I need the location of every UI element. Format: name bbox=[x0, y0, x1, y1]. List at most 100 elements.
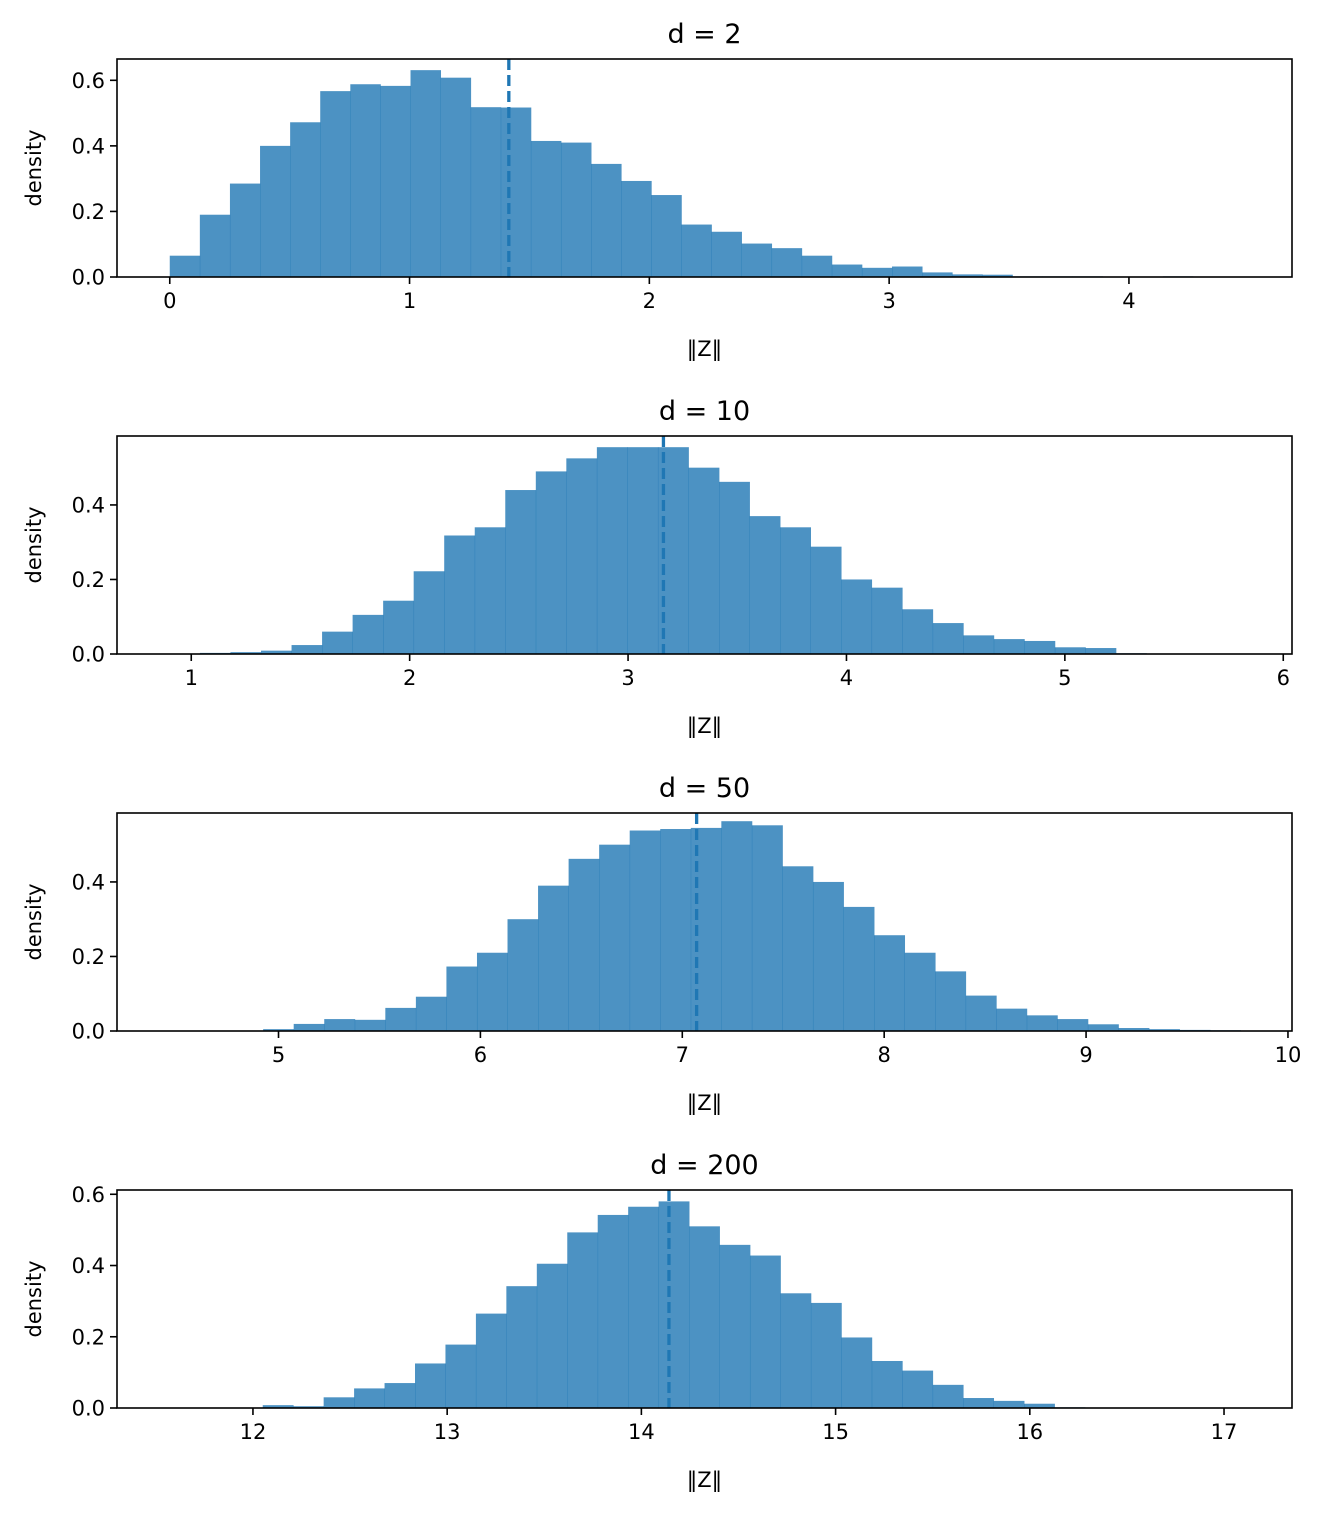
x-tick-label: 0 bbox=[163, 289, 176, 313]
x-tick-label: 8 bbox=[877, 1043, 890, 1067]
y-tick-label: 0.2 bbox=[72, 945, 105, 969]
histogram-bar bbox=[1148, 1029, 1180, 1031]
y-tick-label: 0.0 bbox=[72, 266, 105, 290]
histogram-bar bbox=[810, 1302, 842, 1408]
histogram-bar bbox=[660, 829, 692, 1031]
histogram-bar bbox=[591, 163, 622, 277]
y-tick-label: 0.2 bbox=[72, 1325, 105, 1349]
histogram-bar bbox=[415, 996, 447, 1031]
histogram-bar bbox=[1024, 640, 1056, 654]
axes-frame bbox=[116, 812, 1293, 1032]
histogram-bar bbox=[263, 1029, 295, 1031]
histogram-bar bbox=[658, 1201, 690, 1408]
histogram-bar bbox=[874, 935, 906, 1031]
histogram-bar bbox=[262, 1405, 294, 1408]
x-tick-label: 12 bbox=[240, 1420, 267, 1444]
x-tick-label: 4 bbox=[840, 666, 853, 690]
histogram-bar bbox=[500, 107, 532, 277]
subplot-title: d = 10 bbox=[659, 396, 750, 427]
x-tick-label: 9 bbox=[1079, 1043, 1092, 1067]
y-tick-label: 0.4 bbox=[72, 493, 105, 517]
subplot-title: d = 2 bbox=[667, 19, 741, 50]
histogram-bar bbox=[350, 84, 381, 278]
histogram-bar bbox=[801, 255, 833, 277]
histogram-bar bbox=[538, 885, 570, 1031]
histogram-bar bbox=[932, 623, 964, 654]
subplot-4: 12 13 14 15 16 17 0.0 0.2 0.4 0.6 d = 200 ‖Z‖ densit… bbox=[22, 1150, 1293, 1493]
x-tick-label: 7 bbox=[676, 1043, 689, 1067]
histogram-bar bbox=[507, 919, 539, 1031]
x-tick-label: 13 bbox=[434, 1420, 461, 1444]
y-tick-label: 0.4 bbox=[72, 870, 105, 894]
histogram-bar bbox=[1085, 648, 1117, 654]
y-tick-label: 0.6 bbox=[72, 1183, 105, 1207]
histogram-bar bbox=[290, 122, 321, 278]
x-tick-label: 1 bbox=[403, 289, 416, 313]
histogram-bar bbox=[446, 966, 478, 1031]
histogram-bar bbox=[749, 516, 781, 654]
x-tick-label: 15 bbox=[822, 1420, 849, 1444]
histogram-bar bbox=[628, 1206, 660, 1408]
subplot-1: 0 1 2 3 4 0.0 0.2 0.4 0.6 d = 2 ‖Z‖ density bbox=[22, 19, 1293, 362]
y-axis-label: density bbox=[22, 130, 46, 207]
histogram-bar bbox=[536, 1263, 568, 1408]
histogram-bar bbox=[415, 1363, 446, 1408]
histogram-bar bbox=[230, 652, 262, 654]
subplot-title: d = 50 bbox=[659, 773, 750, 804]
histogram-bar bbox=[445, 1344, 477, 1408]
x-axis-label: ‖Z‖ bbox=[687, 1468, 722, 1493]
histogram-bar bbox=[965, 995, 997, 1031]
histogram-bar bbox=[599, 844, 631, 1031]
histogram-bar bbox=[470, 107, 502, 277]
histogram-bar bbox=[1026, 1015, 1058, 1031]
histogram-bar bbox=[780, 527, 811, 654]
histogram-bar bbox=[751, 825, 783, 1031]
histogram-bar bbox=[871, 587, 903, 654]
y-axis-label: density bbox=[22, 884, 46, 961]
subplot-2: 1 2 3 4 5 6 0.0 0.2 0.4 d = 10 ‖Z‖ density bbox=[22, 396, 1293, 739]
histogram-bar bbox=[719, 481, 750, 654]
x-axis-label: ‖Z‖ bbox=[687, 1091, 722, 1116]
histogram-bar bbox=[993, 1400, 1025, 1408]
y-tick-label: 0.0 bbox=[72, 1020, 105, 1044]
x-tick-label: 3 bbox=[621, 666, 634, 690]
histogram-bar bbox=[322, 631, 354, 654]
histogram-bar bbox=[843, 906, 875, 1031]
histogram-bar bbox=[380, 85, 411, 278]
x-tick-label: 17 bbox=[1211, 1420, 1238, 1444]
histogram-bar bbox=[229, 183, 261, 277]
histogram-bar bbox=[780, 1293, 812, 1408]
histogram-bar bbox=[651, 195, 682, 277]
x-tick-label: 1 bbox=[185, 666, 198, 690]
x-tick-label: 3 bbox=[882, 289, 895, 313]
x-tick-label: 5 bbox=[1058, 666, 1071, 690]
histogram-bar bbox=[719, 1244, 751, 1408]
histogram-bar bbox=[410, 70, 442, 277]
histogram-bar bbox=[560, 142, 592, 277]
histogram-bar bbox=[440, 77, 472, 277]
histogram-bar bbox=[413, 571, 445, 654]
histogram-bar bbox=[354, 1388, 385, 1408]
histogram-bar bbox=[721, 821, 753, 1031]
histogram-bar bbox=[1024, 1403, 1055, 1408]
x-tick-label: 2 bbox=[643, 289, 656, 313]
histogram-bar bbox=[935, 971, 967, 1031]
histogram-bar bbox=[993, 639, 1025, 654]
x-tick-label: 2 bbox=[403, 666, 416, 690]
histogram-bar bbox=[749, 1255, 781, 1408]
histogram-bar bbox=[932, 1384, 964, 1408]
histogram-bar bbox=[621, 180, 652, 277]
x-axis-label: ‖Z‖ bbox=[687, 337, 722, 362]
histogram-bar bbox=[922, 272, 953, 277]
histogram-bar bbox=[293, 1406, 325, 1408]
histogram-bar bbox=[841, 579, 873, 654]
histogram-bar bbox=[568, 858, 600, 1031]
histogram-bar bbox=[199, 214, 231, 277]
histogram-bar bbox=[291, 645, 323, 654]
histogram-bar bbox=[627, 447, 659, 654]
x-tick-label: 16 bbox=[1016, 1420, 1043, 1444]
histogram-bar bbox=[566, 458, 598, 654]
histogram-bar bbox=[596, 447, 628, 654]
histogram-bar bbox=[505, 490, 537, 654]
